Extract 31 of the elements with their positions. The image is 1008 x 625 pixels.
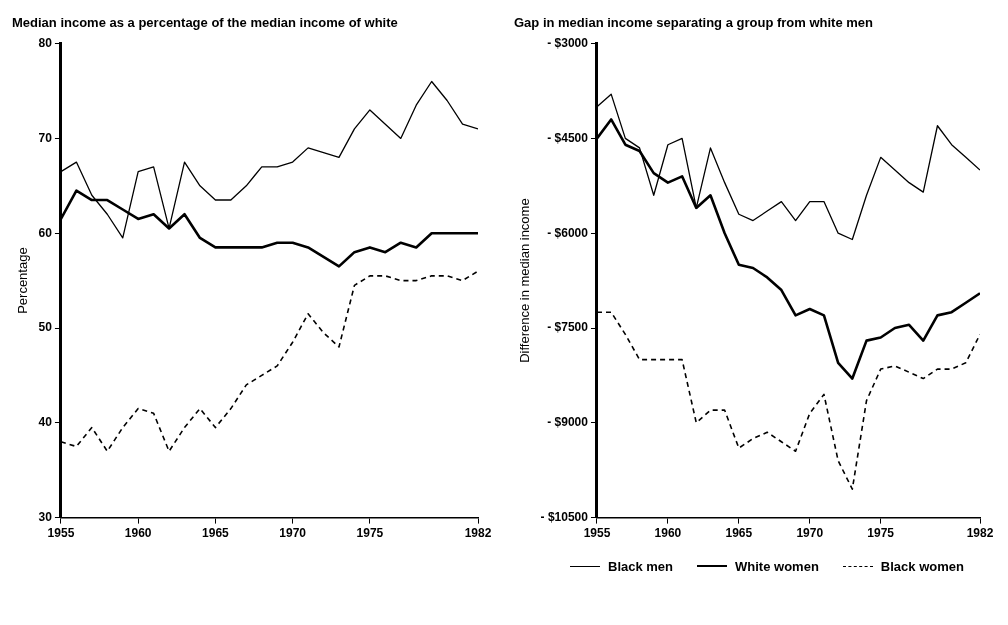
y-tick-label: - $10500 xyxy=(540,509,589,524)
chart-title: Gap in median income separating a group from white men xyxy=(514,15,874,31)
y-tick-label: - $9000 xyxy=(547,415,589,430)
y-tick-label: - $6000 xyxy=(547,225,589,240)
x-tick-label: 1970 xyxy=(279,526,307,541)
y-tick-label: - $4500 xyxy=(547,130,589,145)
x-tick-label: 1965 xyxy=(725,526,753,541)
x-tick-label: 1955 xyxy=(47,526,75,541)
x-tick-label: 1960 xyxy=(124,526,152,541)
y-axis-title: Percentage xyxy=(15,247,31,314)
chart-title: Median income as a percentage of the median income of white xyxy=(12,15,398,31)
y-tick-label: 60 xyxy=(38,225,53,240)
x-tick-label: 1955 xyxy=(583,526,611,541)
y-tick-label: 50 xyxy=(38,320,53,335)
y-axis-title: Difference in median income xyxy=(517,198,533,363)
y-tick-label: - $3000 xyxy=(547,35,589,50)
y-tick-label: 40 xyxy=(38,415,53,430)
y-tick-label: 70 xyxy=(38,130,53,145)
x-tick-label: 1975 xyxy=(867,526,895,541)
x-tick-label: 1960 xyxy=(654,526,682,541)
x-tick-label: 1982 xyxy=(966,526,994,541)
legend-label: White women xyxy=(735,558,819,574)
x-tick-label: 1975 xyxy=(356,526,384,541)
legend-label: Black men xyxy=(608,558,674,574)
legend-label: Black women xyxy=(880,558,964,574)
x-tick-label: 1982 xyxy=(464,526,492,541)
y-tick-label: - $7500 xyxy=(547,320,589,335)
y-tick-label: 30 xyxy=(38,509,53,524)
x-tick-label: 1965 xyxy=(202,526,230,541)
x-tick-label: 1970 xyxy=(796,526,824,541)
y-tick-label: 80 xyxy=(38,35,53,50)
